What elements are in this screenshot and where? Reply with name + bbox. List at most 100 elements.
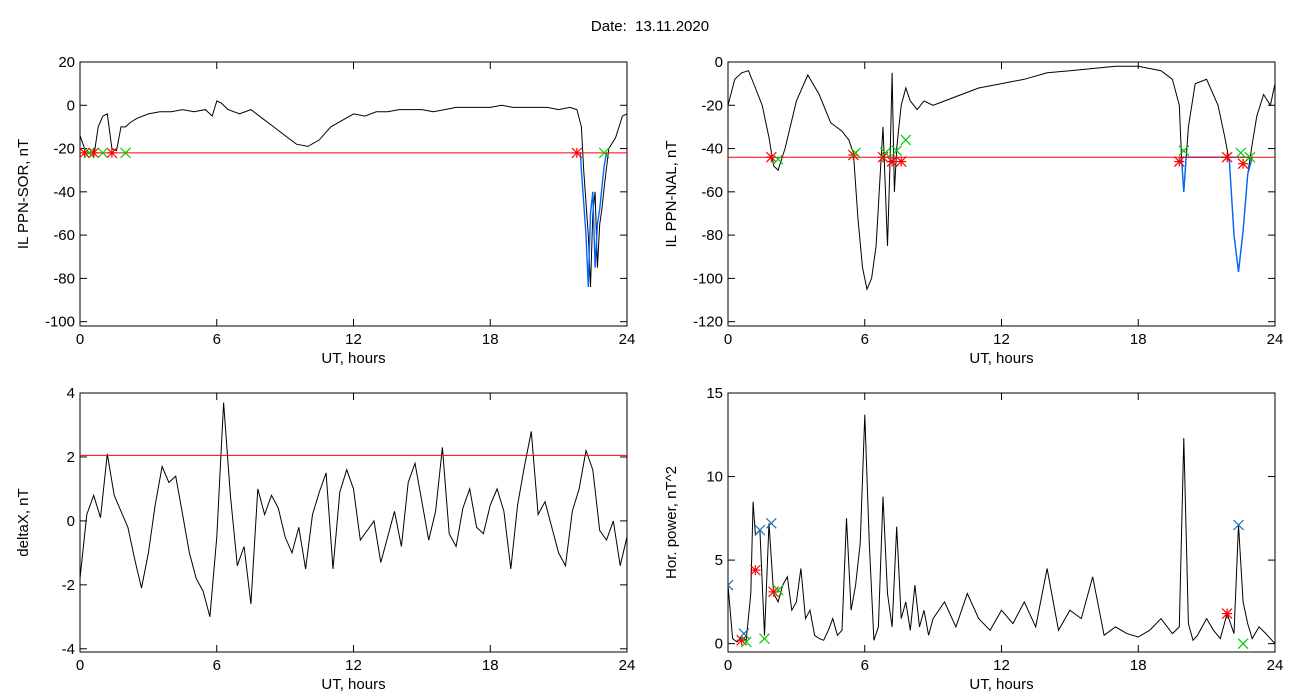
il-ppn-nal-y-tick-label-3: -60 [701,184,723,201]
delta-x-series-line [80,402,627,617]
hor-power-y-tick-label-1: 5 [715,552,723,569]
il-ppn-sor-y-tick-label-5: -80 [53,270,75,287]
il-ppn-nal-end-marker-7 [1244,151,1256,163]
hor-power-peak-marker-3 [765,517,777,529]
hor-power-x-tick-label-2: 12 [993,657,1010,674]
il-ppn-sor-end-marker-3-stroke-b [598,147,610,159]
delta-x-x-axis-title: UT, hours [321,676,385,693]
il-ppn-nal-end-marker-4 [900,134,912,146]
il-ppn-sor-plot-area [80,100,627,288]
il-ppn-nal-start-marker-5 [1173,156,1185,167]
il-ppn-sor-series-line [80,100,627,288]
il-ppn-nal-end-marker-5-stroke-b [1178,145,1190,157]
hor-power-peak-marker-0-stroke-b [728,579,734,587]
il-ppn-sor-end-marker-1 [97,147,109,159]
hor-power-plot-area [728,414,1275,650]
il-ppn-nal-y-tick-label-2: -40 [701,141,723,158]
hor-power-end-marker-3-stroke-b [1237,638,1249,650]
delta-x-plot-frame [79,392,628,653]
delta-x-y-tick-label-0: 4 [67,385,75,402]
il-ppn-sor-x-tick-label-0: 0 [76,331,84,348]
il-ppn-nal-series-line [728,65,1275,291]
il-ppn-sor-end-marker-3 [598,147,610,159]
il-ppn-sor-end-marker-0 [83,147,95,159]
il-ppn-nal-end-marker-0-stroke-b [772,153,784,165]
il-ppn-sor-event-segment [579,152,608,288]
il-ppn-nal-x-axis-title: UT, hours [969,350,1033,367]
il-ppn-nal-x-tick-label-3: 18 [1130,331,1147,348]
il-ppn-nal-end-marker-1 [850,147,862,159]
il-ppn-sor-plot-frame [79,61,628,327]
il-ppn-sor-y-tick-label-2: -20 [53,141,75,158]
il-ppn-nal-x-tick-label-1: 6 [861,331,869,348]
hor-power-peak-marker-0-stroke-a [728,584,734,591]
il-ppn-sor-start-marker-2 [106,147,118,159]
hor-power-peak-marker-2 [754,524,766,536]
il-ppn-nal-start-marker-3 [886,156,898,167]
page-title: Date: 13.11.2020 [590,18,710,35]
hor-power-end-marker-1 [759,633,770,645]
delta-x-x-tick-label-2: 12 [345,657,362,674]
hor-power-panel: 0 6 12 18 24 0 5 10 15 UT, hours Hor. power, nT^2 [663,385,1283,693]
il-ppn-nal-y-tick-label-0: 0 [715,54,723,71]
hor-power-x-axis-title: UT, hours [969,676,1033,693]
il-ppn-sor-x-tick-label-1: 6 [213,331,221,348]
il-ppn-sor-start-marker-3 [571,147,583,159]
il-ppn-nal-x-tick-label-2: 12 [993,331,1010,348]
il-ppn-nal-y-tick-label-4: -80 [701,227,723,244]
il-ppn-nal-end-marker-5 [1178,145,1190,157]
il-ppn-sor-end-marker-0-stroke-b [83,147,95,159]
delta-x-y-tick-label-3: -2 [62,577,75,594]
hor-power-start-marker-3 [1221,608,1233,619]
hor-power-y-tick-label-2: 10 [706,469,723,486]
hor-power-peak-marker-3-stroke-b [765,517,777,529]
hor-power-x-tick-label-1: 6 [861,657,869,674]
il-ppn-sor-x-tick-label-3: 18 [482,331,499,348]
hor-power-peak-marker-4 [1233,519,1244,531]
il-ppn-nal-y-axis-title: IL PPN-NAL, nT [663,141,680,248]
il-ppn-nal-plot-area [728,65,1275,291]
il-ppn-nal-start-marker-0 [765,151,777,163]
il-ppn-nal-x-tick-label-4: 24 [1267,331,1284,348]
il-ppn-sor-x-axis-title: UT, hours [321,350,385,367]
delta-x-x-tick-label-3: 18 [482,657,499,674]
il-ppn-nal-end-marker-3-stroke-b [891,145,903,157]
il-ppn-nal-event-segment [1179,156,1254,272]
hor-power-end-marker-3 [1237,638,1249,650]
il-ppn-nal-start-marker-6 [1221,151,1233,163]
il-ppn-nal-x-tick-label-0: 0 [724,331,732,348]
il-ppn-sor-y-tick-label-0: 20 [58,54,75,71]
il-ppn-nal-y-tick-label-5: -100 [693,270,723,287]
delta-x-y-tick-label-4: -4 [62,641,75,658]
hor-power-y-tick-label-3: 15 [706,385,723,402]
il-ppn-nal-end-marker-2 [879,147,891,159]
hor-power-end-marker-2 [772,584,784,596]
il-ppn-nal-y-tick-label-1: -20 [701,97,723,114]
il-ppn-nal-end-marker-2-stroke-b [879,147,891,159]
hor-power-start-marker-1 [749,564,761,576]
hor-power-x-tick-label-3: 18 [1130,657,1147,674]
hor-power-x-tick-label-4: 24 [1267,657,1284,674]
il-ppn-nal-y-tick-label-6: -120 [693,314,723,331]
il-ppn-sor-y-tick-label-1: 0 [67,97,75,114]
il-ppn-nal-end-marker-3 [891,145,903,157]
il-ppn-sor-start-marker-1 [88,147,100,159]
il-ppn-sor-y-tick-label-4: -60 [53,227,75,244]
il-ppn-sor-y-axis-title: IL PPN-SOR, nT [15,139,32,249]
il-ppn-nal-end-marker-4-stroke-b [900,134,912,146]
hor-power-peak-marker-1-stroke-b [738,628,750,640]
il-ppn-sor-end-marker-1-stroke-b [97,147,109,159]
hor-power-end-marker-1-stroke-b [759,633,770,645]
hor-power-peak-marker-0 [728,579,734,591]
il-ppn-sor-x-tick-label-4: 24 [619,331,636,348]
hor-power-series-line [728,414,1275,644]
delta-x-y-axis-title: deltaX, nT [15,488,32,556]
delta-x-x-tick-label-0: 0 [76,657,84,674]
il-ppn-nal-end-marker-0 [772,153,784,165]
il-ppn-nal-end-marker-7-stroke-b [1244,151,1256,163]
il-ppn-nal-end-marker-6 [1235,147,1247,159]
il-ppn-sor-y-tick-label-3: -40 [53,184,75,201]
il-ppn-sor-end-marker-2 [120,147,132,159]
hor-power-x-tick-label-0: 0 [724,657,732,674]
hor-power-y-axis-title: Hor. power, nT^2 [663,466,680,579]
